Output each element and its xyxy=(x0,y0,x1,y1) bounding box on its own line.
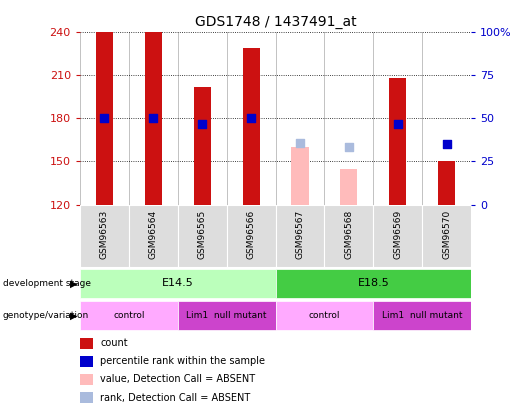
Point xyxy=(198,121,206,128)
Point xyxy=(443,141,451,147)
Bar xyxy=(80,374,93,385)
Bar xyxy=(340,168,357,205)
Point xyxy=(296,140,304,146)
Bar xyxy=(194,87,211,205)
Text: control: control xyxy=(113,311,145,320)
Text: rank, Detection Call = ABSENT: rank, Detection Call = ABSENT xyxy=(100,393,251,403)
Text: GSM96566: GSM96566 xyxy=(247,209,255,259)
Title: GDS1748 / 1437491_at: GDS1748 / 1437491_at xyxy=(195,15,356,29)
Bar xyxy=(129,205,178,267)
Bar xyxy=(80,338,93,348)
Bar xyxy=(276,205,324,267)
Bar xyxy=(80,205,129,267)
Text: count: count xyxy=(100,338,128,348)
Bar xyxy=(80,356,93,367)
Text: development stage: development stage xyxy=(3,279,91,288)
Text: GSM96567: GSM96567 xyxy=(296,209,304,259)
Text: genotype/variation: genotype/variation xyxy=(3,311,89,320)
Text: E18.5: E18.5 xyxy=(357,279,389,288)
Bar xyxy=(324,205,373,267)
Text: GSM96568: GSM96568 xyxy=(345,209,353,259)
Bar xyxy=(178,301,276,330)
Bar xyxy=(80,301,178,330)
Text: GSM96565: GSM96565 xyxy=(198,209,207,259)
Text: value, Detection Call = ABSENT: value, Detection Call = ABSENT xyxy=(100,375,255,384)
Point xyxy=(149,115,158,122)
Text: percentile rank within the sample: percentile rank within the sample xyxy=(100,356,265,366)
Text: Lim1  null mutant: Lim1 null mutant xyxy=(382,311,462,320)
Text: control: control xyxy=(308,311,340,320)
Text: GSM96563: GSM96563 xyxy=(100,209,109,259)
Bar xyxy=(276,301,373,330)
Text: Lim1  null mutant: Lim1 null mutant xyxy=(186,311,267,320)
Point xyxy=(100,115,109,122)
Bar xyxy=(389,78,406,205)
Point xyxy=(345,144,353,150)
Bar xyxy=(96,32,113,205)
Text: GSM96569: GSM96569 xyxy=(393,209,402,259)
Bar xyxy=(291,147,308,205)
Text: ▶: ▶ xyxy=(70,311,77,321)
Point xyxy=(394,121,402,128)
Bar xyxy=(373,205,422,267)
Bar xyxy=(80,392,93,403)
Text: ▶: ▶ xyxy=(70,279,77,288)
Point xyxy=(247,115,255,122)
Bar xyxy=(145,32,162,205)
Bar xyxy=(243,48,260,205)
Text: GSM96570: GSM96570 xyxy=(442,209,451,259)
Bar xyxy=(438,162,455,205)
Text: GSM96564: GSM96564 xyxy=(149,209,158,259)
Bar xyxy=(227,205,276,267)
Bar xyxy=(373,301,471,330)
Bar xyxy=(178,205,227,267)
Bar xyxy=(276,269,471,298)
Bar xyxy=(80,269,276,298)
Bar xyxy=(422,205,471,267)
Text: E14.5: E14.5 xyxy=(162,279,194,288)
